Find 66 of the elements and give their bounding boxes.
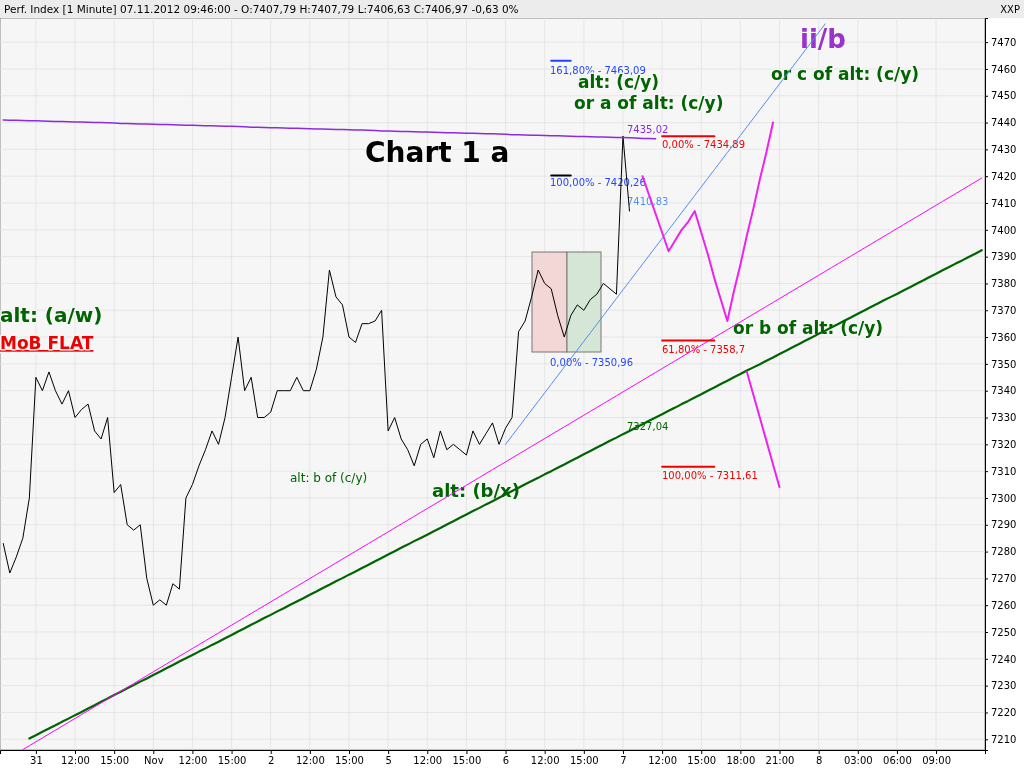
y-tick-label: 7460 bbox=[991, 63, 1017, 75]
x-tick-label: 12:00 bbox=[295, 755, 325, 767]
y-tick-label: 7320 bbox=[991, 439, 1017, 451]
y-tick-label: 7210 bbox=[991, 733, 1017, 745]
y-tick-label: 7330 bbox=[991, 412, 1017, 424]
annotation: ii/b bbox=[800, 24, 846, 54]
x-tick-label: 15:00 bbox=[217, 755, 247, 767]
y-tick-label: 7470 bbox=[991, 36, 1017, 48]
x-tick-label: 12:00 bbox=[178, 755, 208, 767]
x-tick-label: 15:00 bbox=[335, 755, 364, 767]
x-tick-label: 06:00 bbox=[883, 755, 912, 767]
x-tick-label: 2 bbox=[268, 755, 275, 767]
x-tick-label: 12:00 bbox=[648, 755, 678, 767]
y-tick-label: 7300 bbox=[991, 492, 1017, 504]
annotation: Chart 1 a bbox=[365, 136, 510, 169]
y-tick-label: 7450 bbox=[991, 90, 1017, 102]
y-tick-label: 7310 bbox=[991, 465, 1017, 477]
x-tick-label: 6 bbox=[502, 755, 510, 767]
y-tick-label: 7410 bbox=[991, 197, 1017, 209]
x-tick-label: 21:00 bbox=[765, 755, 795, 767]
y-tick-label: 7360 bbox=[991, 331, 1017, 343]
annotation: or a of alt: (c/y) bbox=[574, 93, 724, 113]
annotation: or b of alt: (c/y) bbox=[733, 318, 884, 338]
chart-title: Perf. Index [1 Minute] 07.11.2012 09:46:00 - O:7407,79 H:7407,79 L:7406,63 C:7406,97 -0,63 0% bbox=[4, 3, 519, 15]
x-tick-label: 12:00 bbox=[413, 755, 443, 767]
y-tick-label: 7430 bbox=[991, 144, 1017, 156]
x-tick-label: 12:00 bbox=[61, 755, 90, 767]
x-tick-label: 15:00 bbox=[452, 755, 482, 767]
x-tick-label: 31 bbox=[30, 755, 43, 767]
annotation: 0,00% - 7350,96 bbox=[550, 357, 634, 368]
x-tick-label: 15:00 bbox=[687, 755, 717, 767]
y-tick-label: 7240 bbox=[991, 653, 1017, 665]
annotation: alt: (a/w) bbox=[0, 303, 103, 327]
x-tick-label: 5 bbox=[385, 755, 392, 767]
y-tick-label: 7260 bbox=[991, 599, 1017, 611]
y-tick-label: 7390 bbox=[991, 251, 1017, 263]
annotation: 7435,02 bbox=[627, 123, 669, 135]
annotation: 161,80% - 7463,09 bbox=[550, 65, 646, 76]
x-tick-label: 18:00 bbox=[726, 755, 756, 767]
x-tick-label: 15:00 bbox=[100, 755, 130, 767]
annotation: 100,00% - 7311,61 bbox=[662, 469, 758, 481]
annotation: alt: b of (c/y) bbox=[290, 471, 368, 485]
annotation: MoB FLAT bbox=[0, 333, 94, 353]
y-axis-title: XXP bbox=[1000, 4, 1020, 15]
y-tick-label: 7230 bbox=[991, 680, 1017, 692]
y-tick-label: 7280 bbox=[991, 546, 1017, 558]
y-tick-label: 7400 bbox=[991, 224, 1017, 236]
y-tick-label: 7380 bbox=[991, 278, 1017, 290]
x-tick-label: 03:00 bbox=[843, 755, 873, 767]
x-tick-label: Nov bbox=[144, 755, 164, 767]
y-tick-label: 7420 bbox=[991, 170, 1017, 182]
y-tick-label: 7370 bbox=[991, 304, 1017, 316]
x-tick-label: 12:00 bbox=[530, 755, 560, 767]
y-tick-label: 7350 bbox=[991, 358, 1017, 370]
y-tick-label: 7440 bbox=[991, 117, 1017, 129]
y-tick-label: 7250 bbox=[991, 626, 1017, 638]
x-tick-label: 15:00 bbox=[569, 755, 599, 767]
x-tick-label: 09:00 bbox=[922, 755, 951, 767]
y-tick-label: 7340 bbox=[991, 385, 1017, 397]
x-tick-label: 7 bbox=[620, 755, 627, 767]
annotation: or c of alt: (c/y) bbox=[771, 64, 920, 84]
y-tick-label: 7270 bbox=[991, 573, 1017, 585]
annotation: 0,00% - 7434,89 bbox=[662, 139, 746, 151]
y-tick-label: 7220 bbox=[991, 707, 1017, 719]
y-tick-label: 7290 bbox=[991, 519, 1017, 531]
x-tick-label: 8 bbox=[815, 755, 823, 767]
